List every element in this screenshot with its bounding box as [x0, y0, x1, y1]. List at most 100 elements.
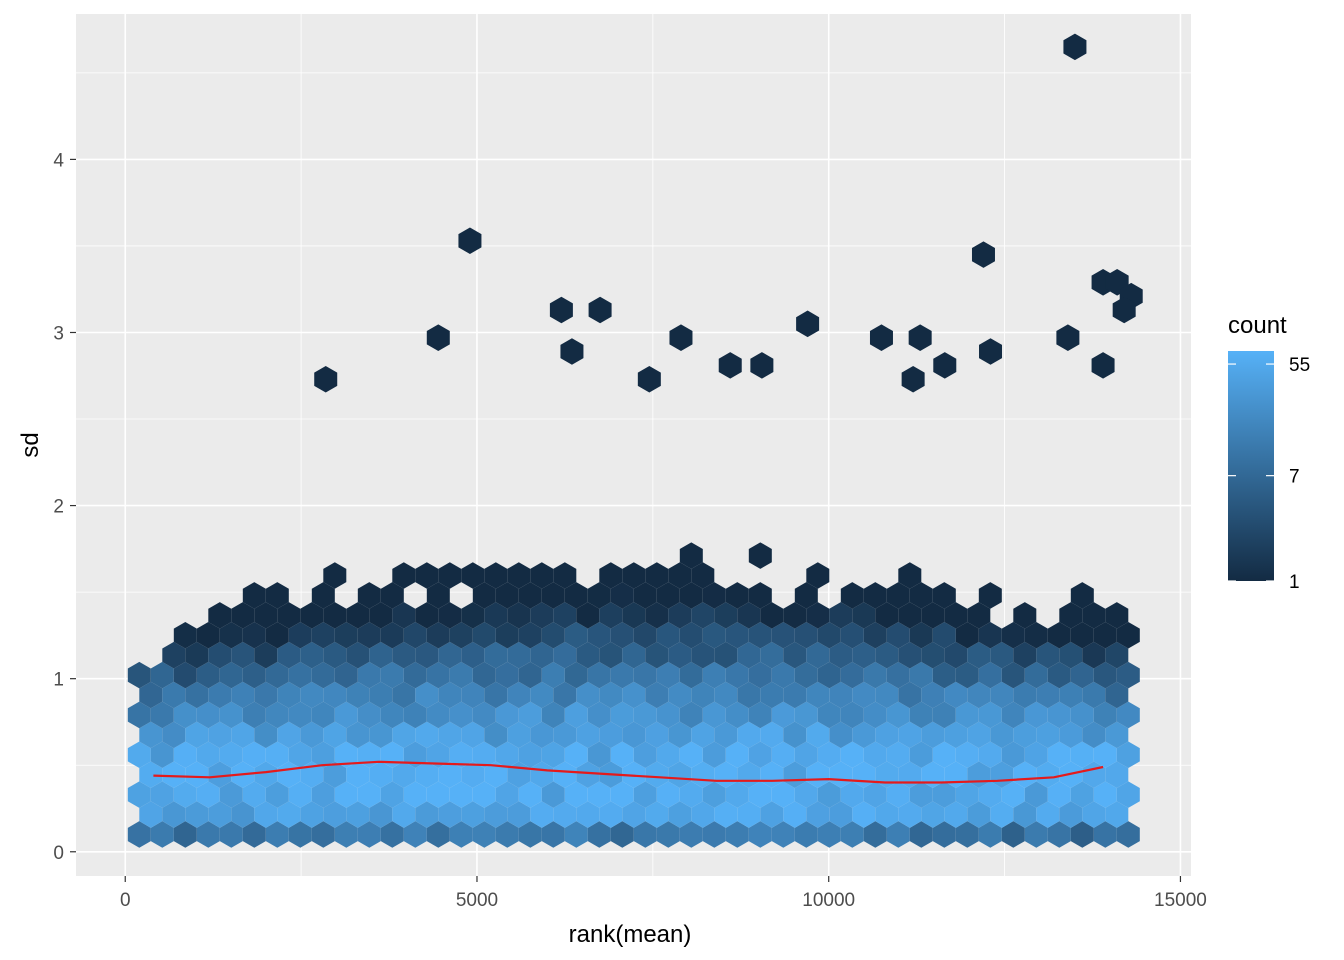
hex-bin: [921, 801, 945, 828]
legend: count 55 7 1: [1228, 312, 1310, 593]
hex-bin: [484, 602, 508, 629]
hex-bin: [840, 781, 864, 808]
hex-bin: [587, 582, 611, 609]
hex-bin: [587, 621, 611, 649]
hex-bin: [1001, 701, 1025, 729]
hex-bin: [771, 661, 795, 689]
hex-bin: [921, 602, 945, 629]
hex-bin: [702, 821, 726, 848]
hex-bin: [369, 801, 393, 828]
hex-bin: [219, 621, 243, 649]
hex-bin: [1105, 641, 1129, 669]
hex-bin: [1093, 741, 1117, 769]
hex-bin: [219, 701, 243, 729]
hex-bin: [265, 621, 289, 649]
hex-bin: [1070, 661, 1094, 689]
hex-bin: [748, 741, 772, 769]
hex-bin: [679, 781, 703, 808]
hex-bin: [219, 661, 243, 689]
hex-bin: [392, 721, 416, 749]
hex-bin: [530, 681, 554, 709]
hex-bin: [898, 761, 922, 788]
hex-bin: [518, 701, 542, 729]
hex-bin: [1047, 661, 1071, 689]
hex-bin: [932, 821, 956, 848]
hex-bin: [311, 661, 335, 689]
hex-bin: [288, 621, 312, 649]
hex-bin: [1024, 821, 1048, 848]
hex-bin: [737, 721, 761, 749]
hex-bin: [599, 801, 623, 828]
hex-bin: [622, 641, 646, 669]
hex-bin: [334, 661, 358, 689]
hex-bin: [150, 741, 174, 769]
legend-break-label: 7: [1289, 467, 1300, 488]
hex-bin: [1013, 681, 1037, 709]
hex-bin: [771, 621, 795, 649]
hex-bin: [932, 781, 956, 808]
hex-bin: [806, 562, 830, 589]
hex-bin: [438, 562, 462, 589]
hex-bin: [311, 781, 335, 808]
hex-bin: [127, 661, 151, 689]
hex-bin: [840, 661, 864, 689]
hex-bin: [852, 801, 876, 828]
hex-bin: [978, 701, 1002, 729]
hex-bin: [185, 681, 209, 709]
hex-bin: [380, 781, 404, 808]
hex-bin: [955, 621, 979, 649]
hex-bin: [553, 801, 577, 828]
hex-bin-outlier: [426, 324, 450, 351]
hex-bin: [691, 562, 715, 589]
hex-bin: [403, 621, 427, 649]
hex-bin: [277, 602, 301, 629]
hex-bin: [438, 681, 462, 709]
hex-bin: [288, 821, 312, 848]
hex-bin: [254, 761, 278, 788]
hex-bin: [323, 681, 347, 709]
hex-bin: [553, 602, 577, 629]
hex-bin: [852, 641, 876, 669]
hex-bin: [576, 602, 600, 629]
x-tick-label: 10000: [802, 890, 855, 911]
hex-bin: [438, 801, 462, 828]
hex-bin: [242, 701, 266, 729]
hex-bin: [323, 801, 347, 828]
hex-bin: [1093, 821, 1117, 848]
hex-bin: [978, 582, 1002, 609]
hex-bin: [507, 602, 531, 629]
hex-bin: [679, 661, 703, 689]
hex-bin: [242, 781, 266, 808]
hex-bin: [829, 721, 853, 749]
hex-bin: [610, 741, 634, 769]
hex-bin: [886, 621, 910, 649]
hex-bin: [357, 821, 381, 848]
hex-bin: [300, 801, 324, 828]
hex-bin: [840, 582, 864, 609]
hex-bin-outlier: [1112, 296, 1136, 324]
hex-bin: [794, 781, 818, 808]
hex-bin: [645, 681, 669, 709]
hex-bin: [886, 781, 910, 808]
hex-bin: [300, 602, 324, 629]
hex-bin: [771, 821, 795, 848]
hex-bin: [265, 821, 289, 848]
hex-bin: [564, 582, 588, 609]
hex-bin: [898, 562, 922, 589]
hex-bin: [944, 602, 968, 629]
hex-bin: [587, 701, 611, 729]
hex-bin: [484, 641, 508, 669]
hex-bin: [346, 721, 370, 749]
hex-bin: [173, 661, 197, 689]
hex-bin: [875, 641, 899, 669]
hex-bin: [323, 602, 347, 629]
hex-bin: [277, 801, 301, 828]
hex-bin: [725, 741, 749, 769]
hex-bin: [691, 721, 715, 749]
hex-bin: [794, 582, 818, 609]
hex-bin: [449, 741, 473, 769]
hex-bin: [553, 562, 577, 589]
hex-bin: [875, 721, 899, 749]
hex-bin: [1105, 602, 1129, 629]
hex-bin: [967, 681, 991, 709]
